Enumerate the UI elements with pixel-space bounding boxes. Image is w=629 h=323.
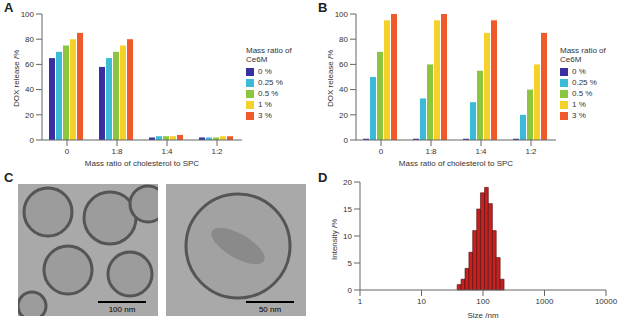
svg-text:1:8: 1:8 [111,147,123,156]
svg-text:0: 0 [344,136,349,145]
svg-text:0: 0 [65,147,70,156]
svg-text:20: 20 [339,111,348,120]
html-text:B: B [318,0,328,15]
svg-text:Mass ratio of cholesterol to S: Mass ratio of cholesterol to SPC [85,159,199,168]
html-text:3 %: 3 % [572,111,586,120]
svg-text:Size /nm: Size /nm [467,311,498,320]
svg-text:20: 20 [343,178,352,187]
svg-text:60: 60 [25,60,34,69]
svg-text:10000: 10000 [595,297,618,306]
html-text:0.25 %: 0.25 % [572,78,597,87]
html-text:C: C [4,170,14,185]
html-text:0.5 %: 0.5 % [258,89,279,98]
svg-text:100 nm: 100 nm [109,305,136,314]
svg-text:20: 20 [25,111,34,120]
svg-text:100: 100 [335,10,349,19]
svg-text:0: 0 [379,147,384,156]
svg-text:5: 5 [348,259,353,268]
svg-text:1:4: 1:4 [475,147,487,156]
svg-text:DOX release /%: DOX release /% [326,50,335,107]
svg-text:1: 1 [358,297,363,306]
svg-text:0: 0 [348,286,353,295]
svg-text:10: 10 [417,297,426,306]
svg-text:100: 100 [21,10,35,19]
svg-text:80: 80 [339,35,348,44]
html-text:1 %: 1 % [258,100,272,109]
svg-text:DOX release /%: DOX release /% [12,50,21,107]
svg-text:10: 10 [343,232,352,241]
html-text:Mass ratio of Ce6M: Mass ratio of Ce6M [560,46,606,64]
svg-text:1:2: 1:2 [525,147,537,156]
svg-text:1:8: 1:8 [425,147,437,156]
svg-text:1:4: 1:4 [161,147,173,156]
svg-text:40: 40 [25,85,34,94]
svg-text:1:2: 1:2 [211,147,223,156]
html-text:0.25 %: 0.25 % [258,78,283,87]
html-text:3 %: 3 % [258,111,272,120]
html-text:0 %: 0 % [572,67,586,76]
html-text:A: A [4,0,14,15]
svg-text:1000: 1000 [536,297,554,306]
html-text:0 %: 0 % [258,67,272,76]
svg-text:80: 80 [25,35,34,44]
svg-text:40: 40 [339,85,348,94]
svg-text:60: 60 [339,60,348,69]
svg-text:Intensity /%: Intensity /% [330,219,339,260]
svg-text:Mass ratio of cholesterol to S: Mass ratio of cholesterol to SPC [399,159,513,168]
html-text:0.5 %: 0.5 % [572,89,593,98]
svg-text:50 nm: 50 nm [259,305,282,314]
svg-text:0: 0 [30,136,35,145]
html-text:1 %: 1 % [572,100,586,109]
svg-text:15: 15 [343,205,352,214]
svg-text:100: 100 [476,297,490,306]
html-text:Mass ratio of Ce6M: Mass ratio of Ce6M [246,46,292,64]
html-text:D: D [318,170,328,185]
